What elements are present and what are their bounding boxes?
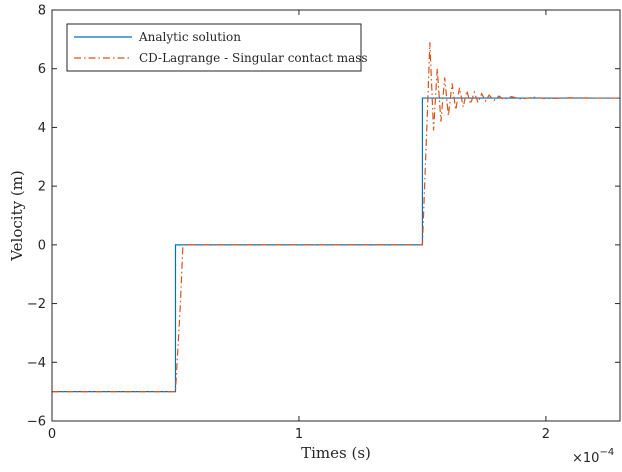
legend: Analytic solution CD-Lagrange - Singular… — [66, 23, 368, 72]
x-axis-multiplier-base: ×10 — [572, 451, 599, 466]
y-tick-label: −6 — [27, 415, 46, 430]
x-axis-label: Times (s) — [301, 444, 371, 462]
y-tick-label: 2 — [38, 180, 46, 195]
axes-box — [51, 9, 621, 422]
series-layer — [52, 42, 620, 393]
y-tick-label: 4 — [38, 121, 46, 136]
y-tick-label: 0 — [38, 238, 46, 253]
x-axis-multiplier-exponent: −4 — [599, 447, 614, 458]
y-axis-label: Velocity (m) — [8, 170, 26, 262]
legend-box — [66, 23, 362, 72]
x-tick-label: 1 — [295, 427, 303, 442]
legend-label-cd-lagrange: CD-Lagrange - Singular contact mass — [139, 51, 368, 65]
x-axis-multiplier: ×10−4 — [572, 447, 614, 466]
ticks-layer: 0 1 2 −6 −4 −2 0 2 4 6 8 — [27, 4, 620, 442]
legend-label-analytic: Analytic solution — [138, 30, 241, 44]
y-tick-label: −4 — [27, 356, 46, 371]
y-tick-label: 8 — [38, 4, 46, 19]
plot-area — [52, 10, 620, 421]
y-tick-label: −2 — [27, 297, 46, 312]
x-tick-label: 0 — [48, 427, 56, 442]
y-tick-label: 6 — [38, 62, 46, 77]
x-tick-label: 2 — [542, 427, 550, 442]
